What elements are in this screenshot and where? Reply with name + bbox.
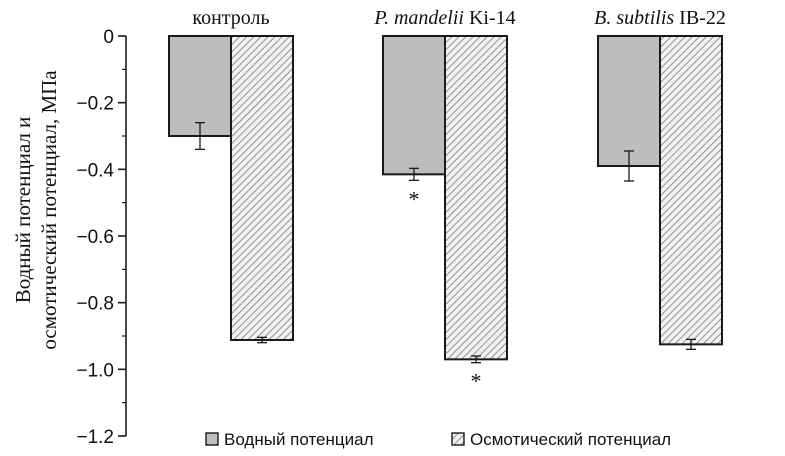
- bar: [659, 35, 723, 346]
- legend-label: Осмотический потенциал: [470, 430, 671, 449]
- y-tick-label: −0.4: [76, 160, 114, 181]
- y-tick-label: −0.6: [76, 227, 114, 248]
- y-tick-label: 0: [103, 27, 114, 48]
- bar: [597, 35, 661, 167]
- bar: [230, 35, 294, 341]
- significance-marker: *: [471, 369, 482, 394]
- legend-label: Водный потенциал: [224, 430, 374, 449]
- category-label: контроль: [192, 7, 269, 29]
- bar: [382, 35, 446, 176]
- y-axis-title: Водный потенциал иосмотический потенциал…: [11, 70, 61, 350]
- category-label: B. subtilis IB-22: [594, 7, 726, 29]
- significance-marker: *: [409, 186, 420, 211]
- category-label: P. mandelii Ki-14: [373, 7, 515, 29]
- y-tick-label: −0.8: [76, 294, 114, 315]
- legend-swatch: [205, 432, 219, 446]
- bar: [168, 35, 232, 137]
- y-tick-label: −0.2: [76, 94, 114, 115]
- bar: [444, 35, 508, 361]
- legend-swatch: [451, 432, 465, 446]
- y-tick-label: −1.0: [76, 360, 114, 381]
- y-tick-label: −1.2: [76, 427, 114, 448]
